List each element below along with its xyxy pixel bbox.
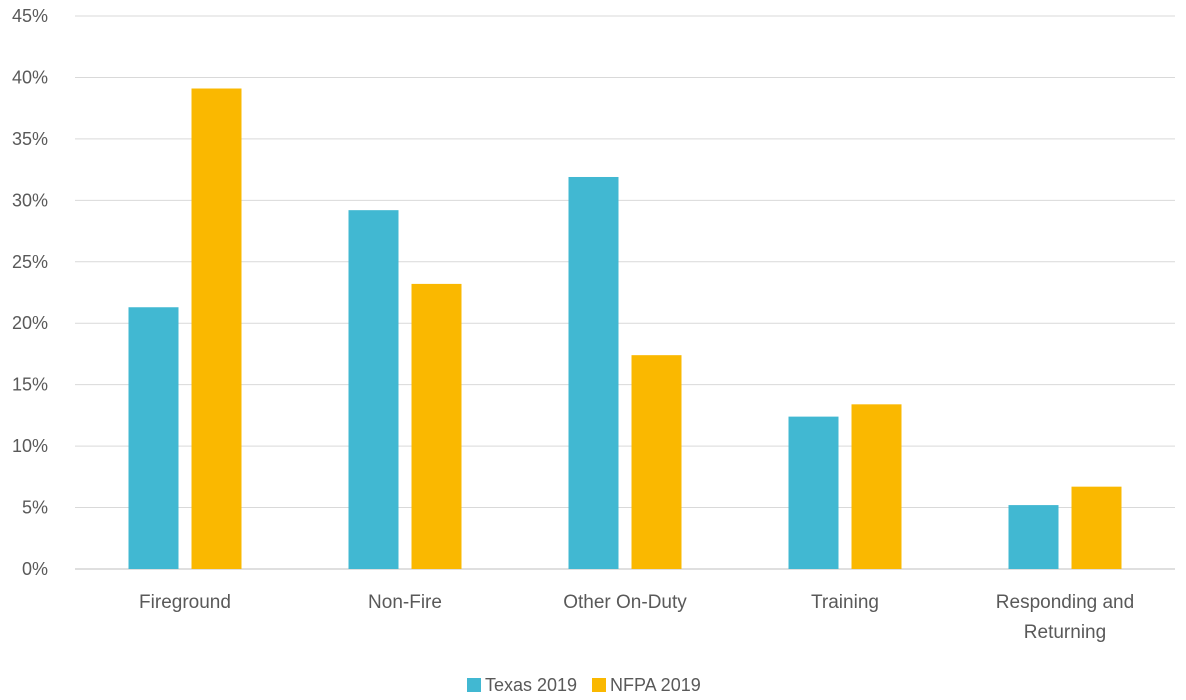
y-tick-label: 20% [12,313,48,333]
bar-texas-2019-non-fire [348,210,399,570]
bar-nfpa-2019-other-on-duty [631,355,682,569]
y-tick-label: 35% [12,129,48,149]
x-category-label: Non-Fire [368,592,442,613]
bar-nfpa-2019-training [851,404,902,569]
x-category-label: Other On-Duty [563,592,687,613]
y-tick-label: 40% [12,67,48,87]
bar-texas-2019-other-on-duty [568,176,619,570]
bar-nfpa-2019-non-fire [411,283,462,569]
x-axis-category-labels: Fireground Non-Fire Other On-Duty Training R… [139,592,1134,643]
legend-label: Texas 2019 [485,675,577,695]
bar-texas-2019-responding-and-returning [1008,505,1059,569]
y-tick-label: 0% [22,559,48,579]
x-category-label: Fireground [139,592,231,613]
legend-swatch [592,678,606,692]
legend: Texas 2019 NFPA 2019 [467,675,701,695]
y-tick-label: 15% [12,375,48,395]
bar-texas-2019-training [788,416,839,569]
y-tick-label: 30% [12,190,48,210]
bar-nfpa-2019-fireground [191,88,242,569]
x-category-label: Responding and [996,592,1134,613]
bars [128,88,1122,570]
y-tick-label: 10% [12,436,48,456]
x-category-label: Returning [1024,622,1106,643]
y-axis-tick-labels: 0% 5% 10% 15% 20% 25% 30% 35% 40% 45% [12,6,48,579]
x-category-label: Training [811,592,879,613]
y-tick-label: 45% [12,6,48,26]
legend-swatch [467,678,481,692]
bar-texas-2019-fireground [128,307,179,569]
gridlines [75,15,1175,570]
y-tick-label: 25% [12,252,48,272]
legend-label: NFPA 2019 [610,675,701,695]
bar-nfpa-2019-responding-and-returning [1071,486,1122,569]
y-tick-label: 5% [22,498,48,518]
